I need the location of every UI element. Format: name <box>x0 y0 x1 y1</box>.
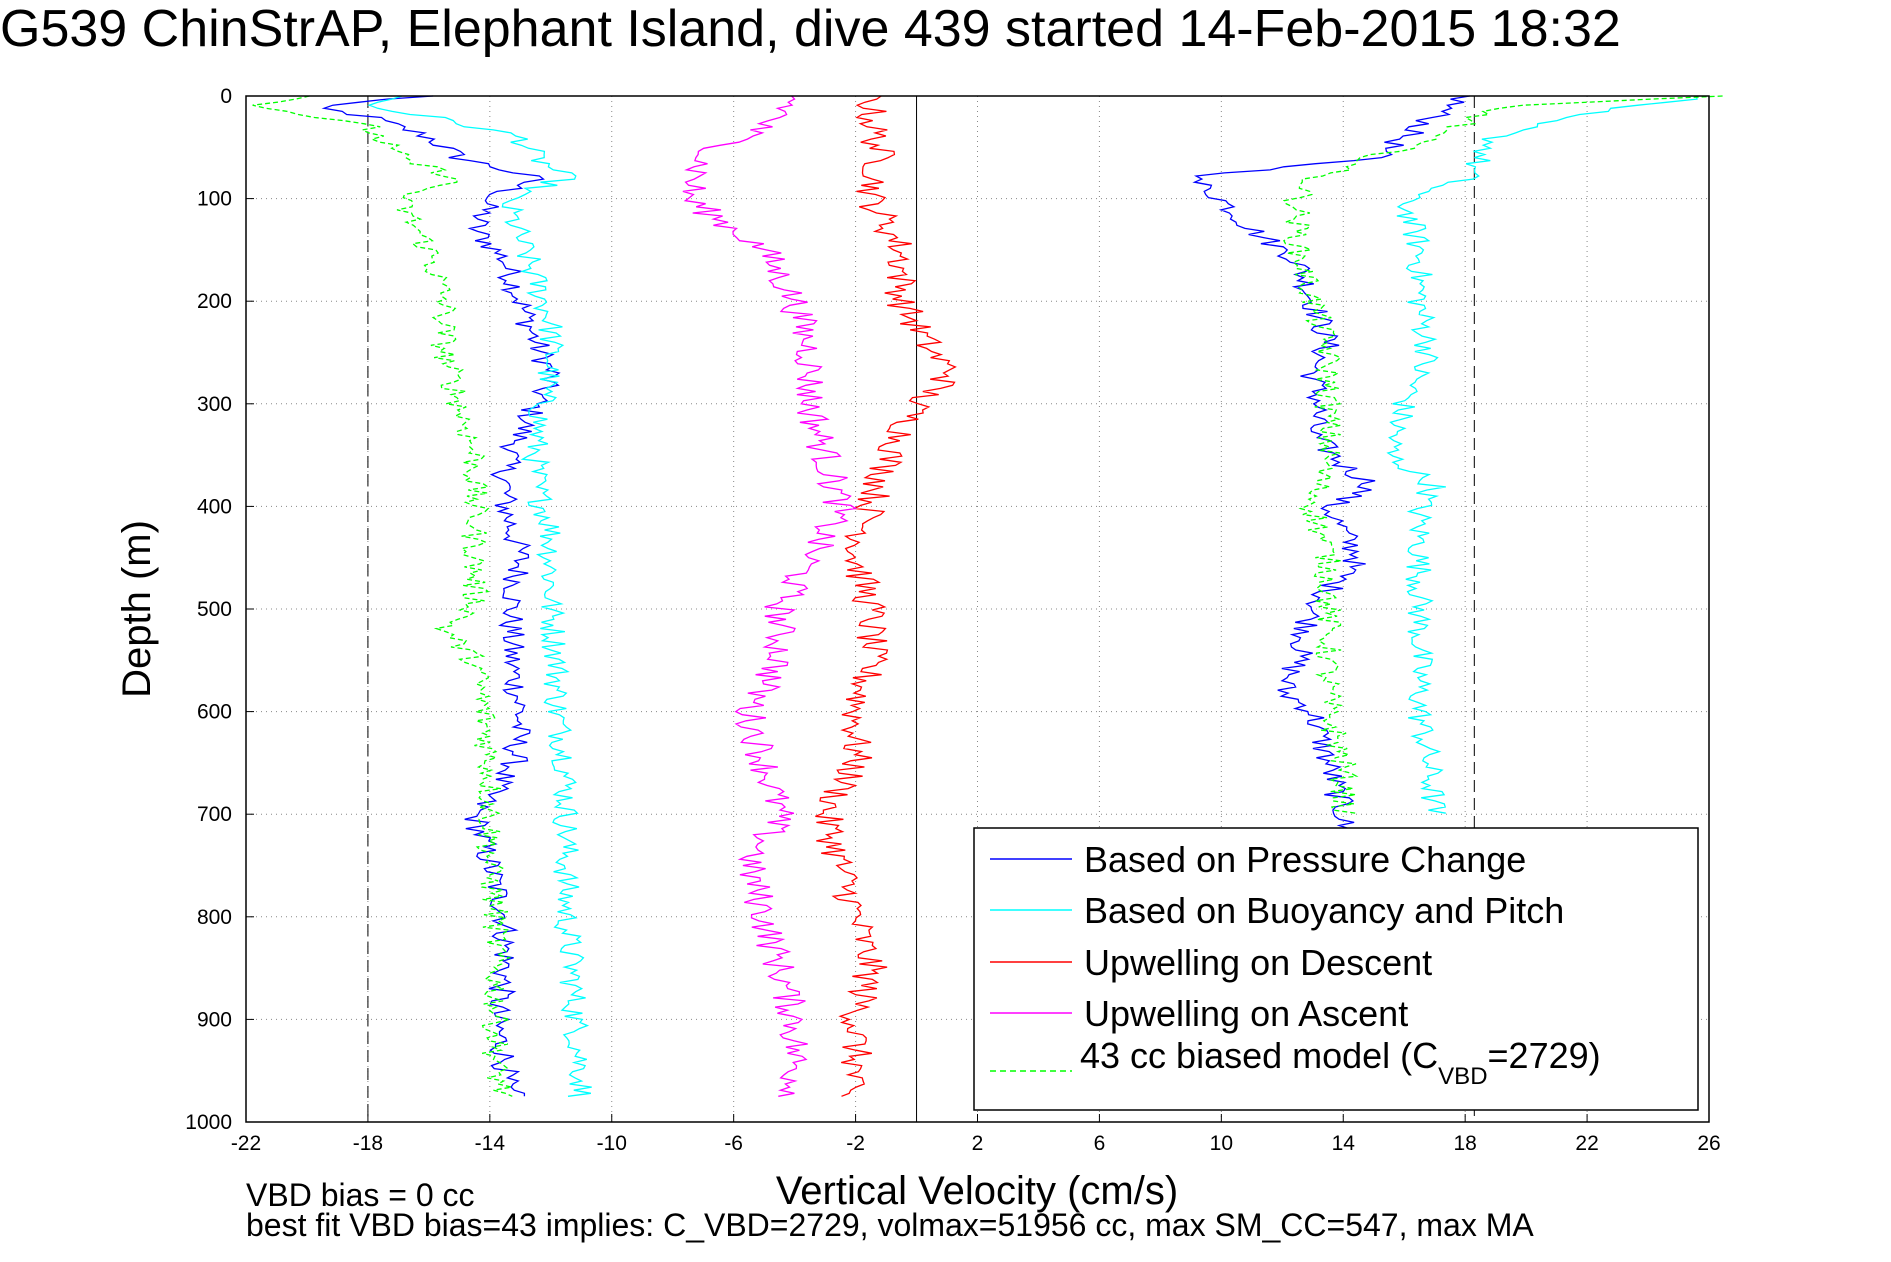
y-tick-label: 900 <box>197 1008 232 1031</box>
legend-label-biased-model-post: =2729) <box>1488 1035 1601 1076</box>
x-tick-label: -14 <box>475 1132 506 1155</box>
y-tick-label: 100 <box>197 188 232 211</box>
x-tick-label: -10 <box>597 1132 627 1155</box>
y-tick-label: 0 <box>220 85 232 108</box>
legend-label-biased-model-sub: VBD <box>1438 1063 1487 1090</box>
legend-box <box>973 827 1699 1111</box>
y-axis-ticks: 0 100 200 300 400 500 600 700 800 900 1000 <box>185 85 254 1134</box>
x-tick-label: 14 <box>1332 1132 1356 1155</box>
series-line-43-cc-biased-model-cvbd-2729-descent <box>252 95 513 1097</box>
x-axis-ticks: -22 -18 -14 -10 -6 -2 2 6 10 14 18 22 26 <box>231 1114 1721 1155</box>
x-tick-label: -2 <box>846 1132 865 1155</box>
series-line-upwelling-on-ascent <box>682 95 858 1097</box>
y-tick-label: 500 <box>197 598 232 621</box>
x-tick-label: 18 <box>1453 1132 1476 1155</box>
legend-label-biased-model: 43 cc biased model (CVBD=2729) <box>1080 1035 1601 1090</box>
legend-label-buoyancy: Based on Buoyancy and Pitch <box>1084 890 1564 931</box>
x-tick-label: 26 <box>1697 1132 1720 1155</box>
y-tick-label: 200 <box>197 290 232 313</box>
y-tick-label: 400 <box>197 495 232 518</box>
series-line-43-cc-biased-model-cvbd-2729-ascent <box>1282 95 1723 814</box>
x-tick-label: -18 <box>353 1132 383 1155</box>
x-axis-label: Vertical Velocity (cm/s) <box>776 1169 1178 1213</box>
series-line-based-on-pressure-change-ascent <box>1192 95 1470 835</box>
series-line-based-on-buoyancy-and-pitch-descent <box>367 95 592 1097</box>
vbd-bias-note: VBD bias = 0 cc <box>246 1177 475 1213</box>
legend-label-biased-model-pre: 43 cc biased model (C <box>1080 1035 1438 1076</box>
y-tick-label: 1000 <box>185 1111 232 1134</box>
series-line-based-on-pressure-change-descent <box>321 95 561 1097</box>
series-line-based-on-buoyancy-and-pitch-ascent <box>1386 95 1698 814</box>
series-line-upwelling-on-descent <box>815 95 957 1097</box>
y-tick-label: 700 <box>197 803 232 826</box>
chart-title: G539 ChinStrAP, Elephant Island, dive 43… <box>0 0 1621 58</box>
series-layer <box>252 95 1723 1097</box>
best-fit-note: best fit VBD bias=43 implies: C_VBD=2729… <box>246 1207 1534 1243</box>
y-tick-label: 300 <box>197 393 232 416</box>
legend-label-upwelling-descent: Upwelling on Descent <box>1084 942 1432 983</box>
x-tick-label: 22 <box>1575 1132 1598 1155</box>
x-tick-label: 2 <box>972 1132 984 1155</box>
y-axis-label: Depth (m) <box>115 520 159 698</box>
y-tick-label: 800 <box>197 906 232 929</box>
legend-label-upwelling-ascent: Upwelling on Ascent <box>1084 993 1408 1034</box>
x-tick-label: -6 <box>724 1132 743 1155</box>
legend-label-pressure: Based on Pressure Change <box>1084 839 1526 880</box>
x-tick-label: -22 <box>231 1132 261 1155</box>
x-tick-label: 6 <box>1094 1132 1106 1155</box>
x-tick-label: 10 <box>1210 1132 1233 1155</box>
y-tick-label: 600 <box>197 701 232 724</box>
legend: Based on Pressure Change Based on Buoyan… <box>973 827 1699 1111</box>
